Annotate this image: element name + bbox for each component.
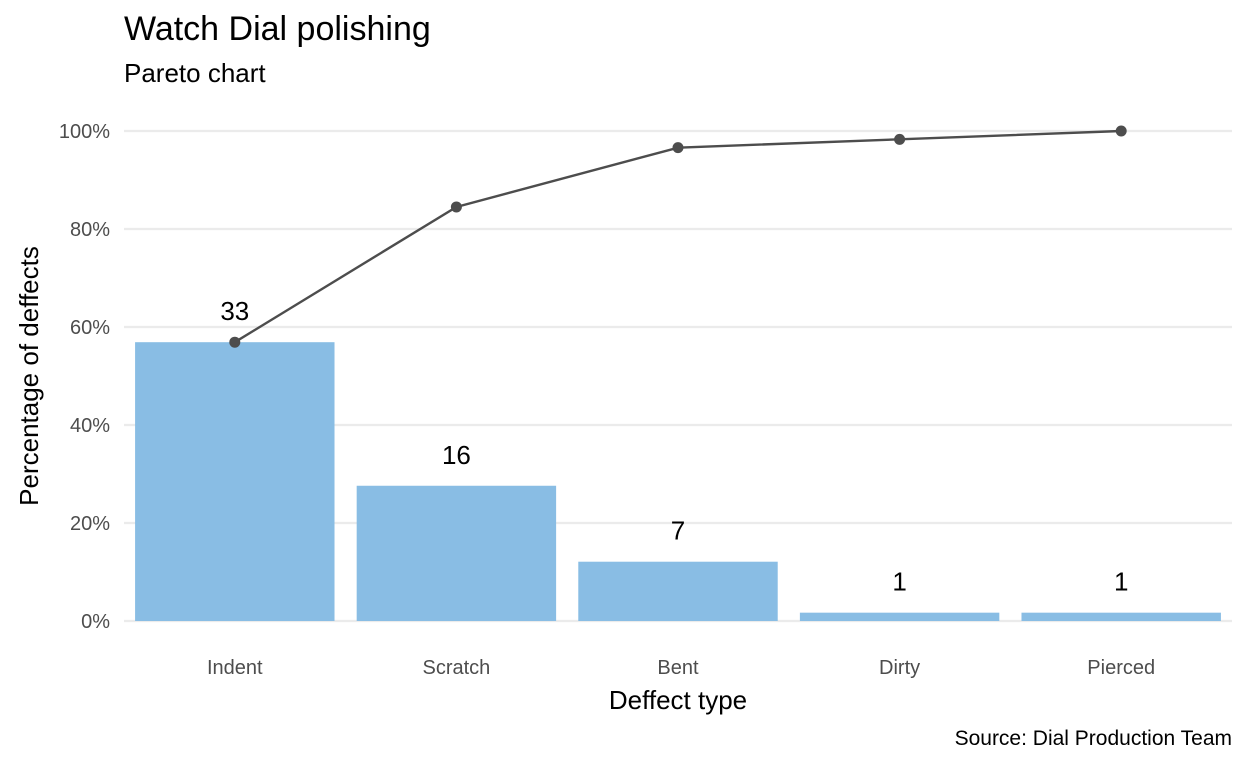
data-label: 16 bbox=[442, 440, 471, 470]
data-label: 7 bbox=[671, 516, 685, 546]
x-tick-label: Pierced bbox=[1087, 657, 1155, 679]
chart-title: Watch Dial polishing bbox=[124, 10, 431, 48]
cumulative-line bbox=[234, 129, 1122, 344]
x-axis-title: Deffect type bbox=[609, 685, 747, 715]
bar-bent bbox=[578, 561, 778, 621]
y-tick-label: 100% bbox=[59, 121, 110, 143]
bar-pierced bbox=[1021, 612, 1221, 621]
data-label: 33 bbox=[220, 296, 249, 326]
y-tick-label: 20% bbox=[70, 513, 110, 535]
y-tick-label: 0% bbox=[81, 611, 110, 633]
chart-subtitle: Pareto chart bbox=[124, 58, 266, 88]
cumulative-point bbox=[894, 133, 906, 145]
x-tick-label: Scratch bbox=[422, 657, 490, 679]
bar-dirty bbox=[799, 612, 1000, 621]
bar-indent bbox=[135, 342, 335, 621]
x-tick-label: Bent bbox=[657, 657, 699, 679]
cumulative-point bbox=[672, 142, 684, 154]
data-label: 1 bbox=[892, 567, 906, 597]
y-tick-label: 80% bbox=[70, 219, 110, 241]
cumulative-point bbox=[1115, 125, 1127, 137]
cumulative-point bbox=[229, 336, 241, 348]
x-tick-label: Indent bbox=[207, 657, 263, 679]
y-tick-label: 40% bbox=[70, 415, 110, 437]
bar-scratch bbox=[356, 485, 557, 621]
data-label: 1 bbox=[1114, 567, 1128, 597]
y-tick-label: 60% bbox=[70, 317, 110, 339]
chart-caption: Source: Dial Production Team bbox=[954, 727, 1232, 750]
x-tick-label: Dirty bbox=[879, 657, 920, 679]
y-axis-title: Percentage of deffects bbox=[14, 246, 44, 506]
cumulative-point bbox=[450, 201, 462, 213]
